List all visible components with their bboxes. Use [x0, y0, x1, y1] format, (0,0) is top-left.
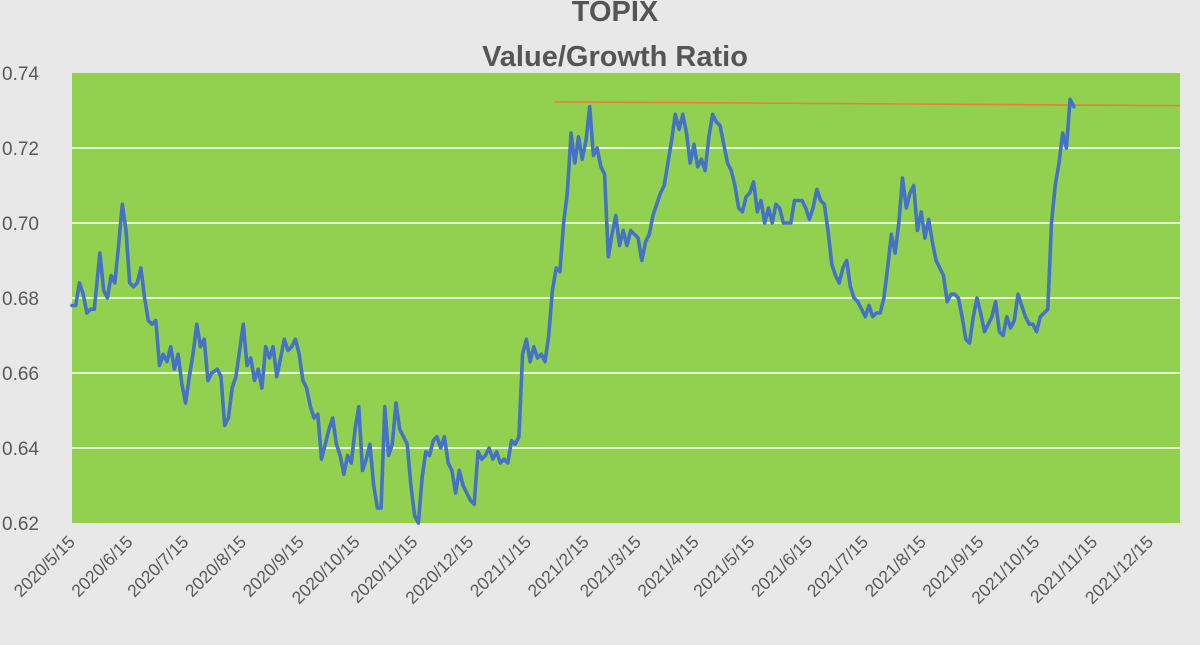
- x-axis-ticks: 2020/5/152020/6/152020/7/152020/8/152020…: [10, 532, 1157, 608]
- y-tick-label: 0.64: [2, 439, 39, 460]
- x-tick-label: 2020/5/15: [10, 532, 79, 601]
- reference-line: [554, 101, 1181, 107]
- y-tick-label: 0.70: [2, 214, 39, 235]
- chart-title: TOPIX: [572, 0, 659, 28]
- series-line: [70, 97, 1076, 525]
- chart-subtitle: Value/Growth Ratio: [482, 41, 748, 73]
- y-tick-label: 0.66: [2, 364, 39, 385]
- y-axis-ticks: 0.62 0.64 0.66 0.68 0.70 0.72 0.74: [2, 64, 39, 535]
- x-tick-label: 2020/7/15: [123, 532, 192, 601]
- x-tick-label: 2021/7/15: [803, 532, 872, 601]
- x-tick-label: 2021/1/15: [466, 532, 535, 601]
- x-tick-label: 2021/5/15: [689, 532, 758, 601]
- series-layer: [70, 97, 1181, 525]
- y-tick-label: 0.74: [2, 64, 39, 85]
- x-tick-label: 2021/8/15: [861, 532, 930, 601]
- y-tick-label: 0.72: [2, 139, 39, 160]
- x-tick-label: 2020/8/15: [181, 532, 250, 601]
- y-tick-label: 0.62: [2, 514, 39, 535]
- y-tick-label: 0.68: [2, 289, 39, 310]
